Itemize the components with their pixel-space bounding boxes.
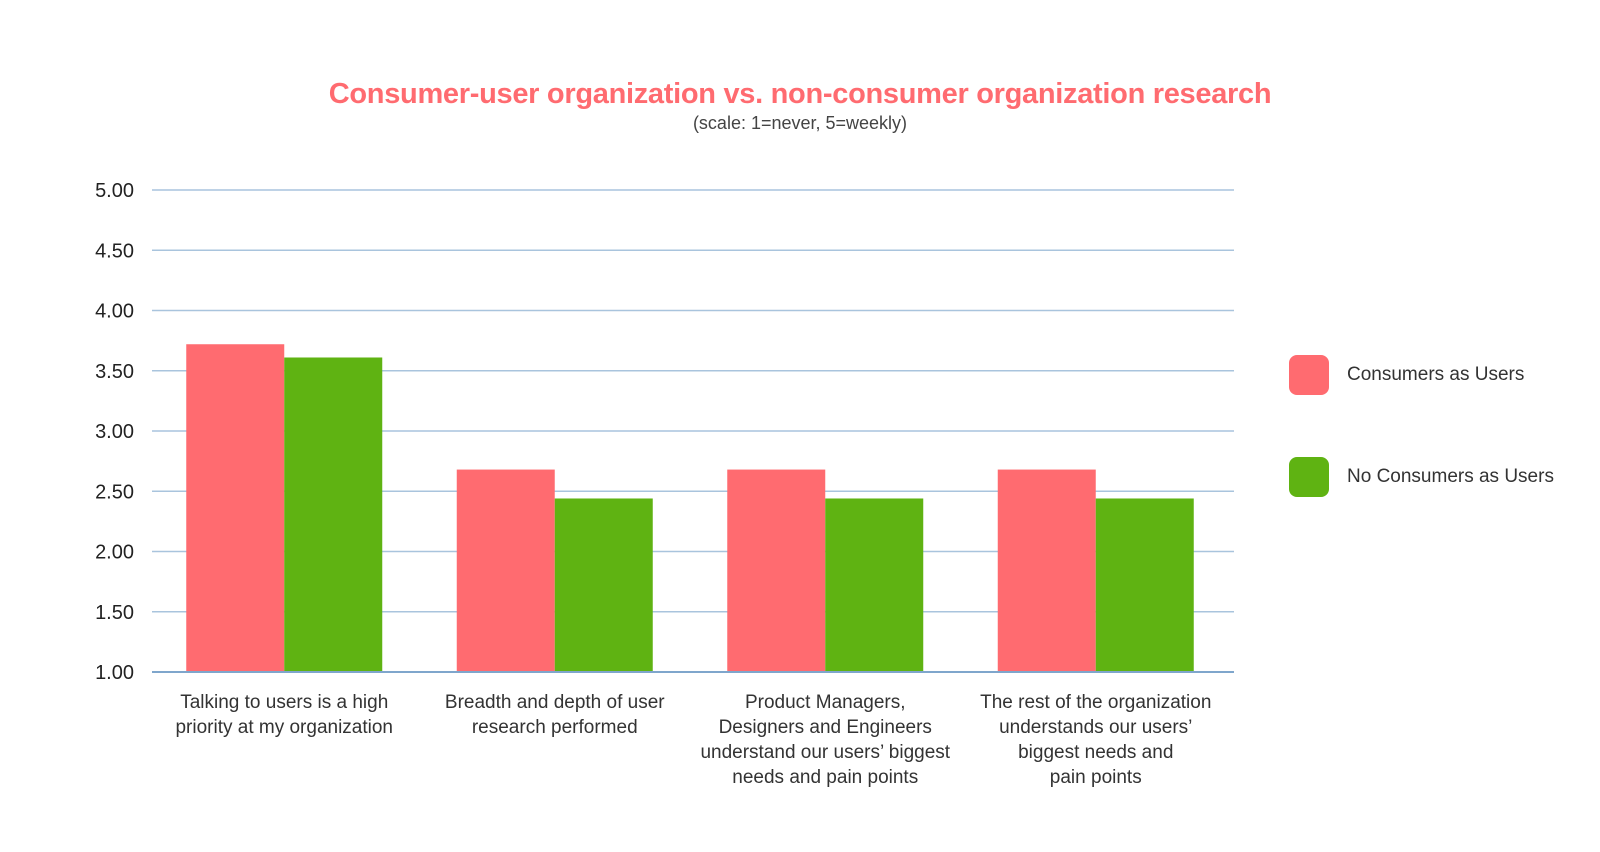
chart-subtitle: (scale: 1=never, 5=weekly) <box>692 113 908 133</box>
legend-item-no-consumers: No Consumers as Users <box>1289 457 1554 497</box>
bar-consumers <box>997 469 1096 671</box>
y-tick-label: 3.50 <box>95 361 134 383</box>
y-tick-label: 2.50 <box>95 481 134 503</box>
x-category-label: pain points <box>1050 767 1142 788</box>
x-category-label: Breadth and depth of user <box>445 692 665 713</box>
x-category-label: Talking to users is a high <box>180 692 388 713</box>
y-tick-label: 2.00 <box>95 542 134 564</box>
bar-consumers <box>186 344 285 671</box>
x-axis-labels: Talking to users is a high priority at my… <box>175 692 1211 788</box>
chart-title: Consumer-user organization vs. non-consu… <box>328 78 1272 110</box>
y-tick-label: 1.00 <box>95 662 134 684</box>
bar-consumers <box>456 469 555 671</box>
x-category-label: understand our users’ biggest <box>700 742 950 763</box>
y-tick-label: 1.50 <box>95 602 134 624</box>
x-category-label: Designers and Engineers <box>719 717 932 738</box>
legend-swatch-no-consumers <box>1289 457 1329 497</box>
x-category-label: Product Managers, <box>745 692 906 713</box>
legend-label-no-consumers: No Consumers as Users <box>1347 466 1554 487</box>
bar-no-consumers <box>284 357 383 671</box>
x-category-label: priority at my organization <box>175 717 393 738</box>
x-category-label: needs and pain points <box>732 767 918 788</box>
y-axis-ticks: 1.00 1.50 2.00 2.50 3.00 3.50 4.00 4.50 5.00 <box>95 180 134 684</box>
legend-swatch-consumers <box>1289 355 1329 395</box>
bar-consumers <box>727 469 826 671</box>
x-category-label: research performed <box>472 717 638 738</box>
x-category-label: The rest of the organization <box>980 692 1211 713</box>
bar-no-consumers <box>554 498 653 671</box>
x-category-label: understands our users’ <box>999 717 1192 738</box>
y-tick-label: 4.00 <box>95 301 134 323</box>
legend-item-consumers: Consumers as Users <box>1289 355 1554 395</box>
legend: Consumers as Users No Consumers as Users <box>1289 355 1554 559</box>
x-category-label: biggest needs and <box>1018 742 1173 763</box>
bar-no-consumers <box>1095 498 1194 671</box>
y-tick-label: 3.00 <box>95 421 134 443</box>
y-tick-label: 4.50 <box>95 240 134 262</box>
bar-no-consumers <box>825 498 924 671</box>
y-tick-label: 5.00 <box>95 180 134 202</box>
legend-label-consumers: Consumers as Users <box>1347 364 1525 385</box>
bars <box>186 344 1194 671</box>
